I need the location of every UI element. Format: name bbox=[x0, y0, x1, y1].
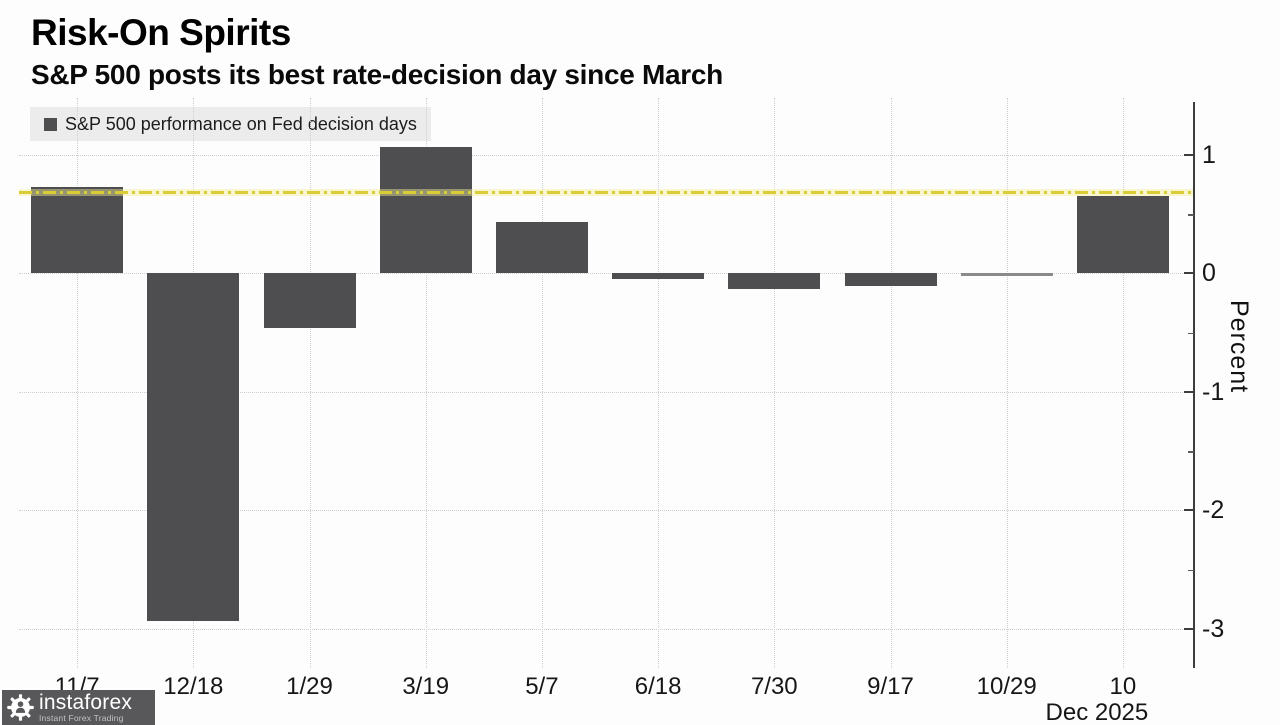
v-gridline bbox=[1122, 98, 1124, 668]
x-tick-label: 3/19 bbox=[402, 673, 450, 700]
bar bbox=[612, 273, 705, 280]
h-gridline bbox=[19, 628, 1193, 630]
x-tick-label: 5/7 bbox=[525, 673, 559, 700]
x-tick-label: 9/17 bbox=[867, 673, 914, 700]
y-tick-label: -1 bbox=[1202, 377, 1225, 406]
y-axis-minor-tick bbox=[1188, 569, 1194, 572]
x-tick-label: 10/29 bbox=[976, 673, 1037, 700]
y-axis-minor-tick bbox=[1188, 332, 1194, 335]
bar bbox=[1076, 196, 1169, 274]
y-axis-tick bbox=[1184, 153, 1195, 156]
bar bbox=[960, 273, 1053, 276]
x-tick-label: 7/30 bbox=[750, 673, 798, 700]
y-tick-label: -3 bbox=[1202, 614, 1225, 643]
v-gridline bbox=[309, 98, 311, 668]
watermark: instaforex Instant Forex Trading bbox=[2, 690, 155, 725]
y-tick-label: 1 bbox=[1202, 140, 1216, 169]
v-gridline bbox=[890, 98, 892, 668]
reference-line bbox=[19, 191, 1193, 195]
v-gridline bbox=[425, 98, 427, 668]
x-tick-label: 12/18 bbox=[163, 673, 224, 700]
h-gridline bbox=[19, 510, 1193, 512]
y-axis-tick bbox=[1184, 509, 1195, 512]
x-axis-note: Dec 2025 bbox=[1045, 699, 1149, 725]
h-gridline bbox=[19, 154, 1193, 156]
v-gridline bbox=[1006, 98, 1008, 668]
v-gridline bbox=[658, 98, 660, 668]
chart-title: Risk-On Spirits bbox=[31, 12, 291, 53]
x-tick-label: 6/18 bbox=[634, 673, 682, 700]
x-tick-label: 1/29 bbox=[286, 673, 333, 700]
y-axis-tick bbox=[1184, 390, 1195, 393]
v-gridline bbox=[77, 98, 79, 668]
bar bbox=[147, 273, 240, 621]
legend-swatch-icon bbox=[44, 117, 57, 131]
y-axis-minor-tick bbox=[1188, 214, 1194, 216]
y-axis-line bbox=[1193, 102, 1195, 668]
y-axis-tick bbox=[1184, 272, 1195, 275]
bar bbox=[844, 273, 937, 287]
y-tick-label: -2 bbox=[1202, 496, 1225, 525]
y-axis-tick bbox=[1184, 627, 1195, 630]
x-tick-label: 10 bbox=[1109, 673, 1137, 700]
bar bbox=[263, 273, 356, 328]
watermark-brand: instaforex bbox=[39, 691, 133, 715]
v-gridline bbox=[774, 98, 776, 668]
watermark-tagline: Instant Forex Trading bbox=[39, 713, 124, 724]
y-tick-label: 0 bbox=[1202, 259, 1216, 288]
legend: S&P 500 performance on Fed decision days bbox=[30, 107, 431, 141]
h-gridline bbox=[19, 391, 1193, 393]
y-axis-title: Percent bbox=[1225, 300, 1253, 394]
bar bbox=[379, 146, 472, 274]
bar bbox=[495, 222, 588, 274]
legend-label: S&P 500 performance on Fed decision days bbox=[65, 113, 417, 134]
bar bbox=[728, 273, 821, 289]
chart-subtitle: S&P 500 posts its best rate-decision day… bbox=[31, 59, 723, 90]
instaforex-gear-icon bbox=[7, 694, 34, 721]
h-gridline bbox=[19, 273, 1193, 275]
bar bbox=[31, 186, 124, 274]
v-gridline bbox=[541, 98, 543, 668]
y-axis-minor-tick bbox=[1188, 451, 1194, 453]
